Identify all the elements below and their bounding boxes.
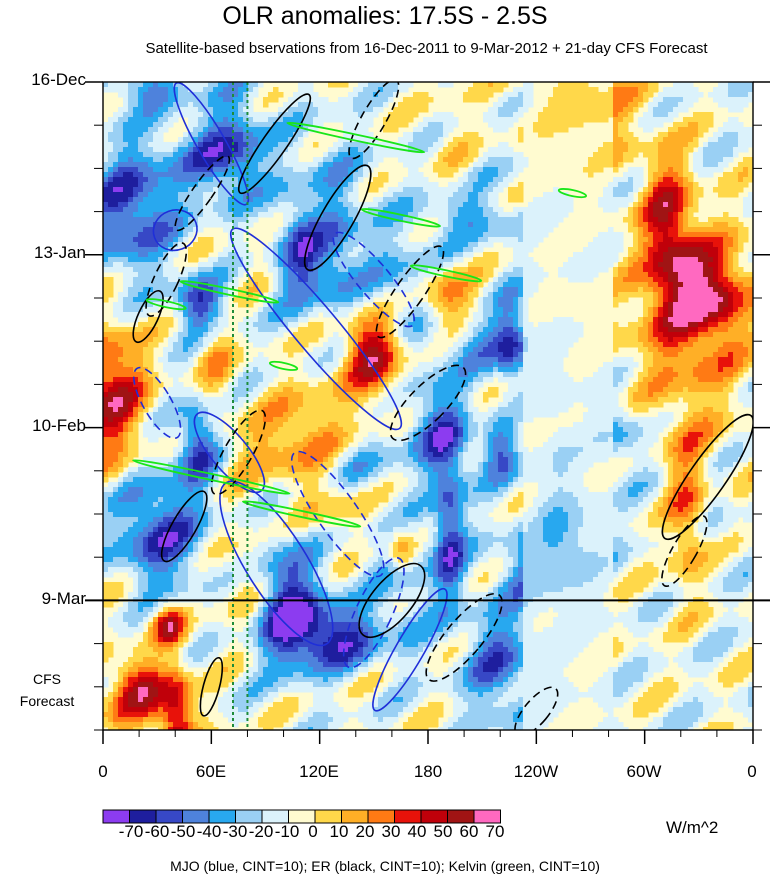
- kelvin-contour: [360, 208, 441, 228]
- mjo-contour: [372, 587, 448, 712]
- colorbar-label: -10: [274, 822, 300, 841]
- y-tick-label-13-jan: 13-Jan: [34, 243, 86, 262]
- forecast-label-line-2: Forecast: [19, 693, 75, 709]
- colorbar-label: 20: [355, 822, 375, 841]
- colorbar: [102, 809, 501, 824]
- mjo-contour: [342, 557, 405, 669]
- colorbar-label: -60: [144, 822, 170, 841]
- er-contour: [389, 364, 467, 442]
- kelvin-contour: [179, 280, 280, 304]
- x-tick-label-180: 180: [413, 762, 443, 781]
- er-contour: [174, 154, 231, 232]
- er-contour: [358, 562, 426, 638]
- colorbar-label: -70: [118, 822, 144, 841]
- olr-anomaly-heatmap: [103, 82, 753, 730]
- x-tick-label-0: 0: [98, 762, 108, 781]
- chart-subtitle: Satellite-based bservations from 16-Dec-…: [145, 40, 708, 57]
- mjo-contour: [290, 450, 385, 578]
- forecast-label: CFS Forecast: [6, 668, 88, 712]
- colorbar-label: 40: [407, 822, 427, 841]
- er-contour: [661, 413, 753, 541]
- er-contour: [145, 242, 188, 317]
- y-tick-label-16-dec: 16-Dec: [31, 70, 86, 89]
- kelvin-contour: [286, 121, 426, 154]
- kelvin-contour: [409, 264, 483, 283]
- er-contour: [375, 245, 445, 339]
- er-contour: [199, 656, 224, 717]
- colorbar-label: 0: [308, 822, 318, 841]
- kelvin-contour: [132, 459, 291, 495]
- colorbar-units: W/m^2: [666, 818, 719, 837]
- colorbar-label: -40: [196, 822, 222, 841]
- chart-footer: MJO (blue, CINT=10); ER (black, CINT=10)…: [170, 858, 600, 874]
- y-tick-label-9-mar: 9-Mar: [41, 589, 86, 608]
- colorbar-label: -50: [170, 822, 196, 841]
- forecast-label-line-1: CFS: [33, 671, 61, 687]
- chart-title: OLR anomalies: 17.5S - 2.5S: [222, 2, 548, 30]
- x-tick-label-60w: 60W: [626, 762, 662, 781]
- y-tick-label-10-feb: 10-Feb: [32, 416, 86, 435]
- colorbar-label: 60: [459, 822, 479, 841]
- er-contour: [661, 515, 708, 587]
- colorbar-label: 70: [485, 822, 505, 841]
- er-contour: [514, 686, 559, 730]
- er-contour: [160, 490, 208, 563]
- kelvin-contour: [145, 298, 187, 311]
- er-contour: [303, 164, 372, 272]
- x-tick-label-120w: 120W: [513, 762, 559, 781]
- kelvin-contour: [268, 360, 299, 371]
- x-tick-label-60e: 60E: [195, 762, 227, 781]
- mjo-contour: [173, 82, 250, 206]
- er-contour: [348, 82, 400, 160]
- kelvin-contour: [242, 500, 362, 528]
- mjo-contour: [132, 366, 182, 440]
- wave-contours: [132, 82, 753, 730]
- colorbar-label: 50: [433, 822, 453, 841]
- kelvin-contour: [557, 188, 588, 199]
- colorbar-label: -20: [248, 822, 274, 841]
- colorbar-swatch: [473, 809, 501, 824]
- x-tick-label-120e: 120E: [299, 762, 339, 781]
- colorbar-label: 10: [329, 822, 349, 841]
- mjo-contour: [332, 231, 416, 328]
- mjo-contour: [230, 227, 403, 431]
- er-contour: [237, 93, 312, 195]
- er-contour: [132, 289, 164, 344]
- er-contour: [210, 409, 267, 496]
- colorbar-label: 30: [381, 822, 401, 841]
- x-tick-label-0-right: 0: [747, 762, 757, 781]
- er-contour: [425, 592, 503, 682]
- colorbar-label: -30: [222, 822, 248, 841]
- plot-frame: [85, 81, 770, 744]
- mjo-contour: [152, 209, 198, 252]
